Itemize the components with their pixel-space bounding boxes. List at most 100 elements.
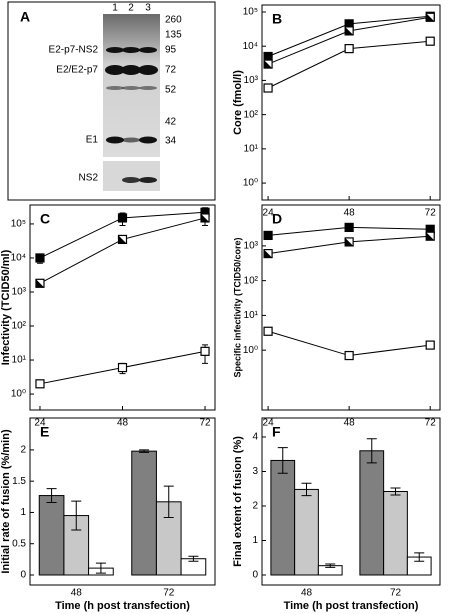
marker-half [264, 60, 273, 69]
plot-frame [261, 204, 441, 411]
panel-label: D [272, 211, 282, 227]
marker [425, 36, 435, 46]
marker [263, 326, 273, 336]
y-tick-label: 0 [20, 570, 26, 581]
marker-box [425, 340, 435, 350]
marker [263, 230, 273, 241]
x-tick-label: 48 [117, 418, 129, 429]
marker [263, 83, 273, 93]
bar [383, 490, 408, 576]
marker-half [201, 213, 210, 222]
y-tick-label: 1 [252, 535, 258, 546]
x-tick-label: 72 [163, 588, 175, 599]
y-tick-label: 10⁵ [11, 219, 26, 230]
y-tick-label: 10¹ [12, 355, 27, 366]
marker-box [35, 379, 45, 389]
lane-label: 3 [145, 3, 151, 14]
lane-label: 2 [128, 3, 134, 14]
marker-half [264, 249, 273, 258]
band-label: E2-p7-NS2 [49, 45, 99, 56]
gel-band [122, 177, 140, 183]
y-tick-label: 4 [252, 432, 258, 443]
band-label: E2/E2-p7 [56, 65, 98, 76]
panel-label: C [40, 211, 50, 227]
marker-half [426, 232, 435, 241]
error-bar [163, 485, 174, 518]
y-tick-label: 10⁴ [11, 253, 26, 264]
error-bar [301, 482, 312, 497]
marker-label: 260 [165, 15, 182, 26]
marker-box [263, 51, 273, 62]
error-bar [139, 449, 150, 453]
error-bar [277, 447, 288, 474]
y-axis-label: Initial rate of fusion (%/min) [0, 429, 12, 574]
x-tick-label: 72 [199, 418, 211, 429]
marker [263, 51, 273, 62]
y-axis-label: Final extent of fusion (%) [232, 436, 244, 567]
x-tick-label: 24 [263, 418, 275, 429]
y-tick-label: 10² [244, 275, 259, 286]
marker-label: 135 [165, 30, 182, 41]
marker-label: 72 [165, 65, 177, 76]
marker [263, 248, 273, 259]
marker-box [263, 230, 273, 241]
plot-frame [29, 417, 216, 586]
y-tick-label: 10² [12, 321, 27, 332]
panel-label: B [272, 11, 282, 27]
x-tick-label: 72 [425, 418, 437, 429]
marker [425, 12, 435, 22]
y-tick-label: 10⁰ [11, 389, 26, 400]
y-tick-label: 10⁵ [243, 7, 258, 18]
y-axis-label: Core (fmol/l) [232, 70, 244, 135]
y-tick-label: 10⁰ [243, 178, 258, 189]
x-tick-label: 72 [390, 588, 402, 599]
marker-box [344, 350, 354, 361]
marker-box [117, 213, 128, 223]
marker [425, 340, 435, 350]
bar [359, 450, 385, 576]
marker-box [263, 83, 273, 93]
x-tick-label: 48 [71, 588, 83, 599]
gel-band [139, 177, 157, 183]
marker [344, 350, 354, 361]
y-tick-label: 10³ [12, 287, 27, 298]
y-tick-label: 10⁰ [243, 345, 258, 356]
error-bar [366, 438, 377, 464]
marker-label: 42 [165, 117, 177, 128]
x-tick-label: 48 [301, 588, 313, 599]
plot-frame [261, 417, 441, 586]
y-tick-label: 10¹ [244, 310, 259, 321]
marker-label: 95 [165, 45, 177, 56]
x-tick-label: 48 [344, 418, 356, 429]
panel-label: F [272, 424, 281, 440]
marker [35, 379, 45, 389]
marker [117, 213, 128, 223]
marker-half [345, 237, 354, 246]
y-tick-label: 3 [252, 466, 258, 477]
marker-box [425, 36, 435, 46]
y-tick-label: 10¹ [244, 143, 259, 154]
x-tick-label: 72 [425, 208, 437, 219]
x-tick-label: 24 [34, 418, 46, 429]
marker [200, 213, 210, 223]
marker [344, 44, 354, 54]
x-tick-label: 24 [263, 208, 275, 219]
band-label: NS2 [79, 173, 99, 184]
marker-half [345, 26, 354, 35]
marker-box [344, 44, 354, 54]
x-axis-label: Time (h post transfection) [284, 600, 419, 612]
error-bar [390, 487, 401, 496]
bar [38, 495, 65, 576]
error-bar [188, 555, 199, 562]
y-tick-label: 0 [252, 570, 258, 581]
error-bar [71, 500, 82, 531]
error-bar [95, 562, 106, 574]
marker-label: 52 [165, 85, 177, 96]
marker [425, 231, 435, 241]
y-tick-label: 0.5 [12, 538, 26, 549]
marker-half [35, 279, 44, 288]
band-label: E1 [86, 135, 99, 146]
marker-half [426, 13, 435, 22]
marker [117, 234, 128, 245]
